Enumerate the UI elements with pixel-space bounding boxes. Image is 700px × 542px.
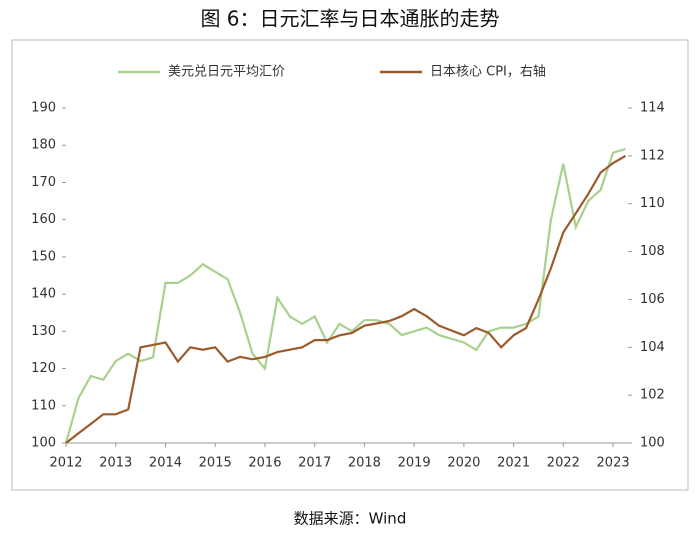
y-tick-label: 160 xyxy=(31,212,56,227)
x-tick-label: 2021 xyxy=(497,456,530,471)
y-tick-label: 120 xyxy=(31,361,56,376)
x-tick-label: 2013 xyxy=(99,456,132,471)
series-line xyxy=(64,147,626,444)
x-tick-label: 2014 xyxy=(149,456,182,471)
y2-tick-label: 104 xyxy=(640,340,665,355)
y-tick-label: 170 xyxy=(31,175,56,190)
legend-label: 日本核心 CPI，右轴 xyxy=(430,65,546,80)
y2-tick-label: 110 xyxy=(640,196,665,211)
y-tick-label: 150 xyxy=(31,249,56,264)
y2-tick-label: 106 xyxy=(640,292,665,307)
y-tick-label: 190 xyxy=(31,101,56,116)
y-tick-label: 110 xyxy=(31,398,56,413)
y2-tick-label: 100 xyxy=(640,436,665,451)
y-tick-label: 100 xyxy=(31,436,56,451)
x-tick-label: 2015 xyxy=(199,456,232,471)
x-tick-label: 2017 xyxy=(298,456,331,471)
series-line xyxy=(65,154,627,444)
legend-label: 美元兑日元平均汇价 xyxy=(168,65,285,80)
x-tick-label: 2018 xyxy=(348,456,381,471)
y2-tick-label: 112 xyxy=(640,148,665,163)
y-tick-label: 130 xyxy=(31,324,56,339)
source-note: 数据来源：Wind xyxy=(294,510,407,528)
x-tick-label: 2012 xyxy=(49,456,82,471)
chart-frame xyxy=(11,39,689,491)
x-tick-label: 2023 xyxy=(597,456,630,471)
x-tick-label: 2019 xyxy=(398,456,431,471)
x-tick-label: 2022 xyxy=(547,456,580,471)
x-tick-label: 2020 xyxy=(447,456,480,471)
x-tick-label: 2016 xyxy=(248,456,281,471)
y2-tick-label: 108 xyxy=(640,244,665,259)
chart-title: 图 6：日元汇率与日本通胀的走势 xyxy=(200,7,499,31)
y2-tick-label: 102 xyxy=(640,388,665,403)
y-tick-label: 140 xyxy=(31,287,56,302)
y2-tick-label: 114 xyxy=(640,101,665,116)
y-tick-label: 180 xyxy=(31,138,56,153)
